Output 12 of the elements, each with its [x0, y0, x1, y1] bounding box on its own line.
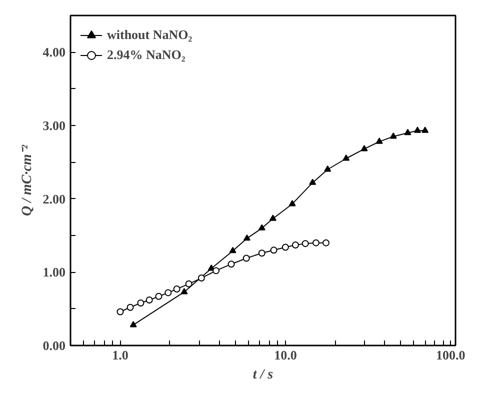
x-tick-label: 100.0 — [436, 348, 466, 362]
y-tick-label: 3.00 — [42, 118, 66, 133]
y-tick-label: 0.00 — [42, 338, 66, 353]
legend-label: 2.94% NaNO₂ — [107, 47, 186, 63]
x-axis-title: t / s — [252, 368, 274, 382]
y-tick-label: 1.00 — [42, 264, 66, 280]
y-tick-label: 2.00 — [42, 191, 66, 206]
y-axis-title: Q / mC·cm⁻² — [20, 144, 35, 216]
legend-label: without NaNO₂ — [107, 27, 192, 43]
y-tick-label: 4.00 — [42, 44, 66, 60]
x-tick-label: 10.0 — [274, 348, 297, 362]
x-tick-label: 1.0 — [112, 348, 128, 362]
